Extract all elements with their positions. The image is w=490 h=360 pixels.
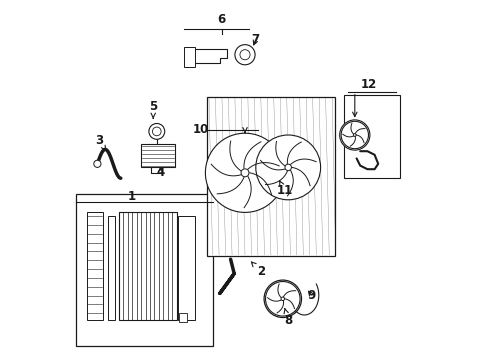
Circle shape (347, 128, 362, 142)
Text: 8: 8 (284, 309, 293, 327)
Circle shape (274, 290, 292, 308)
Polygon shape (189, 49, 227, 63)
Circle shape (353, 134, 356, 136)
Circle shape (205, 133, 285, 212)
Text: 12: 12 (361, 78, 377, 91)
Text: 2: 2 (251, 262, 265, 278)
Circle shape (340, 120, 370, 150)
Text: 10: 10 (193, 123, 209, 136)
Circle shape (266, 282, 300, 316)
Bar (119, 212, 176, 320)
Text: 1: 1 (127, 190, 136, 203)
Text: 4: 4 (156, 166, 165, 179)
Text: 7: 7 (252, 33, 260, 46)
Circle shape (241, 169, 249, 177)
Text: 9: 9 (308, 289, 316, 302)
Bar (141, 144, 175, 167)
Circle shape (240, 50, 250, 60)
Circle shape (281, 297, 285, 301)
Circle shape (341, 121, 368, 149)
Bar (184, 47, 195, 67)
Circle shape (94, 160, 101, 167)
Bar (344, 95, 400, 178)
Bar (178, 216, 195, 320)
Circle shape (152, 127, 161, 136)
Text: 3: 3 (95, 134, 106, 150)
Bar (207, 97, 335, 256)
Bar (87, 212, 103, 320)
Circle shape (264, 280, 301, 318)
Text: 11: 11 (276, 181, 293, 197)
Circle shape (285, 164, 292, 171)
Bar (76, 194, 213, 346)
Bar (108, 216, 115, 320)
Text: 5: 5 (149, 100, 157, 118)
Circle shape (235, 45, 255, 65)
Text: 6: 6 (218, 13, 226, 26)
Circle shape (149, 123, 165, 139)
Bar (179, 313, 187, 322)
Circle shape (256, 135, 320, 200)
